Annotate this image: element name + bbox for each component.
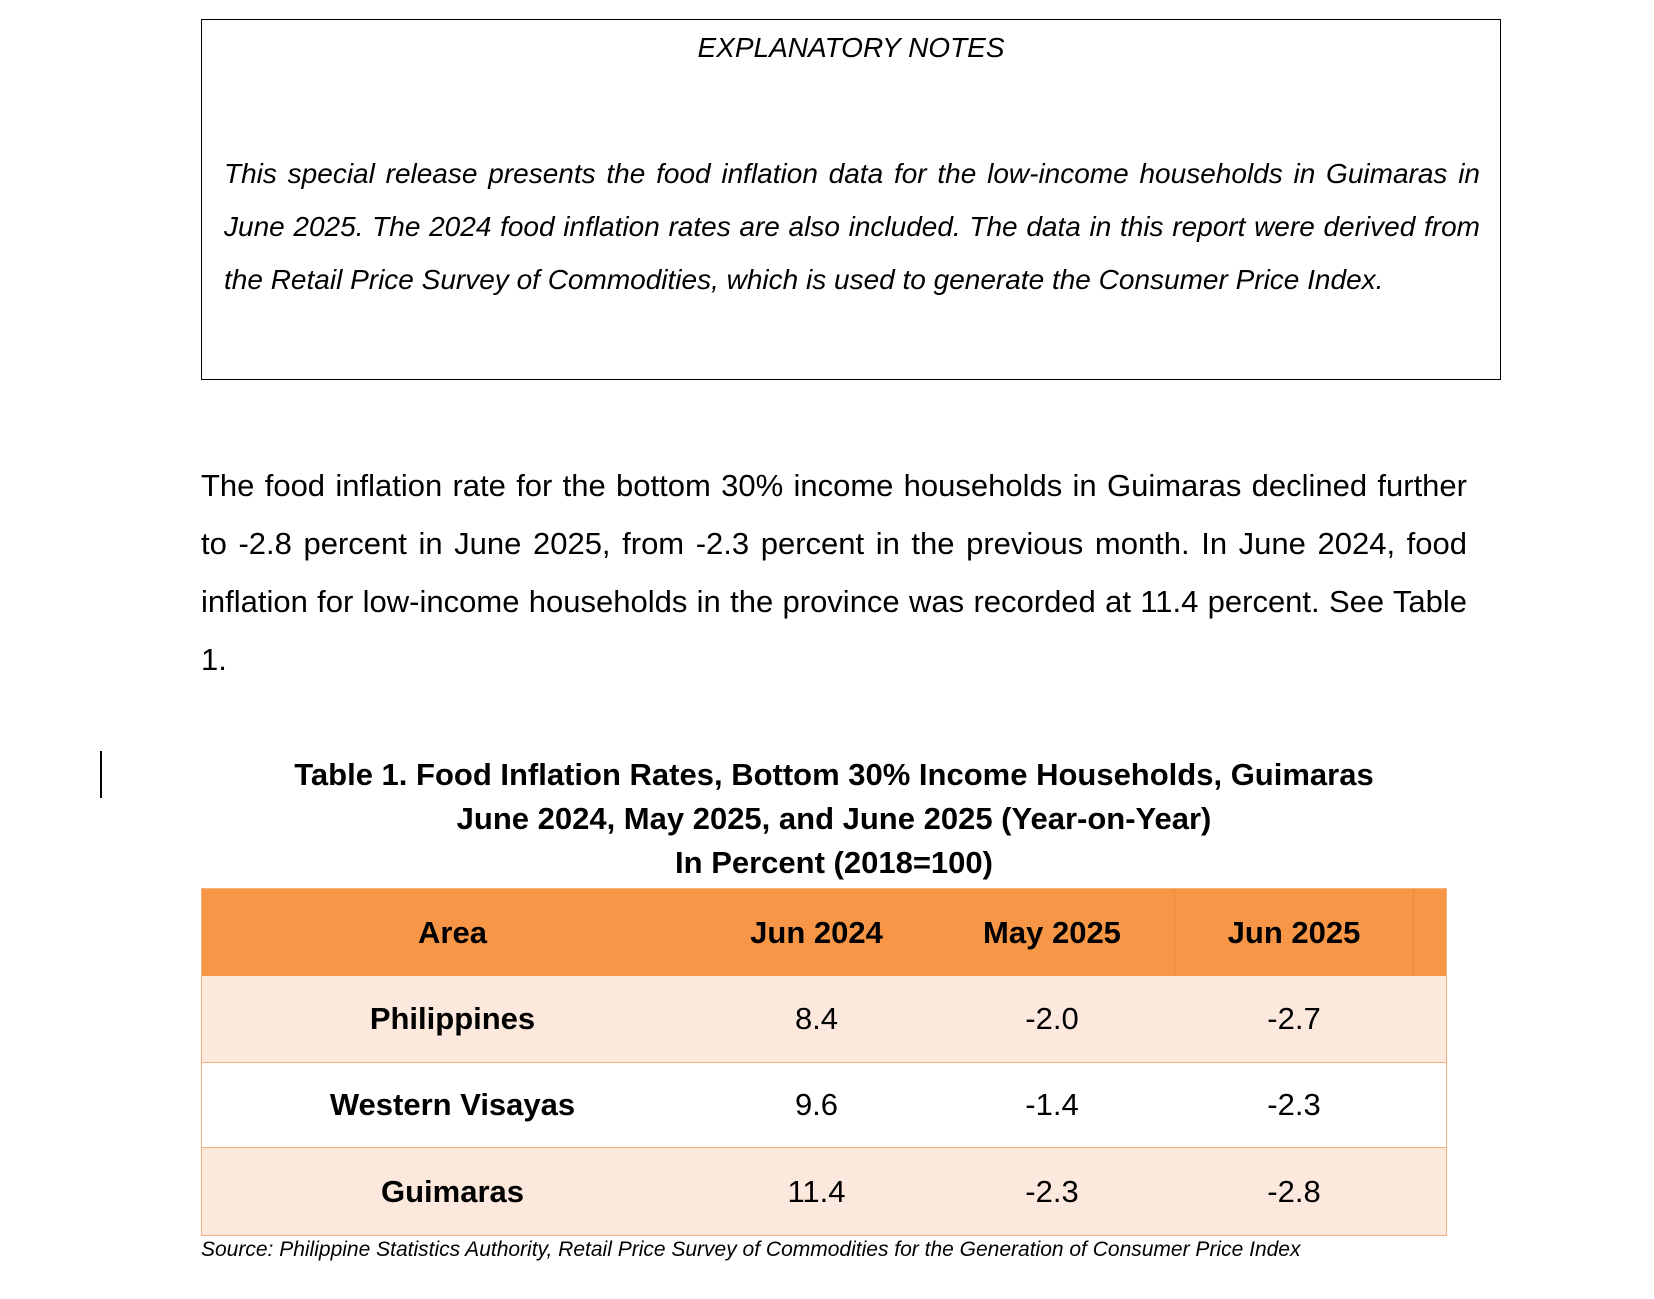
summary-paragraph: The food inflation rate for the bottom 3… — [201, 468, 1467, 677]
row-jun-2025: -2.7 — [1267, 1001, 1321, 1036]
header-padding — [1414, 889, 1446, 976]
row-may-2025: -2.3 — [1025, 1173, 1079, 1209]
table-header-row: Area Jun 2024 May 2025 Jun 2025 — [202, 889, 1446, 976]
row-area: Philippines — [369, 1001, 536, 1036]
row-jun-2024: 11.4 — [787, 1173, 846, 1209]
row-jun-2024: 8.4 — [794, 1001, 839, 1036]
notes-body: This special release presents the food i… — [224, 158, 1480, 295]
table-title: Table 1. Food Inflation Rates, Bottom 30… — [201, 753, 1467, 885]
text-cursor — [100, 751, 102, 798]
row-jun-2025: -2.3 — [1267, 1087, 1321, 1122]
table-row: Guimaras 11.4 -2.3 -2.8 — [202, 1148, 1446, 1235]
table-row: Philippines 8.4 -2.0 -2.7 — [202, 976, 1446, 1062]
row-jun-2024: 9.6 — [794, 1087, 839, 1122]
table-title-line-1: Table 1. Food Inflation Rates, Bottom 30… — [294, 757, 1374, 792]
header-area: Area — [418, 914, 487, 950]
row-padding — [1414, 976, 1446, 1062]
row-may-2025: -2.0 — [1025, 1001, 1079, 1036]
row-padding — [1414, 1063, 1446, 1147]
row-area: Guimaras — [380, 1173, 524, 1209]
header-may-2025: May 2025 — [983, 914, 1121, 950]
table-source-note: Source: Philippine Statistics Authority,… — [201, 1238, 1301, 1261]
header-jun-2024: Jun 2024 — [750, 914, 883, 950]
notes-title: EXPLANATORY NOTES — [697, 32, 1005, 63]
row-area: Western Visayas — [329, 1087, 576, 1122]
row-may-2025: -1.4 — [1025, 1087, 1079, 1122]
explanatory-notes-box: EXPLANATORY NOTES This special release p… — [201, 19, 1501, 380]
inflation-table: Area Jun 2024 May 2025 Jun 2025 Philippi… — [201, 888, 1447, 1236]
row-padding — [1414, 1148, 1446, 1235]
row-jun-2025: -2.8 — [1267, 1173, 1321, 1209]
table-title-line-3: In Percent (2018=100) — [675, 845, 993, 880]
header-jun-2025: Jun 2025 — [1174, 889, 1414, 976]
table-row: Western Visayas 9.6 -1.4 -2.3 — [202, 1062, 1446, 1148]
table-title-line-2: June 2024, May 2025, and June 2025 (Year… — [456, 801, 1212, 836]
